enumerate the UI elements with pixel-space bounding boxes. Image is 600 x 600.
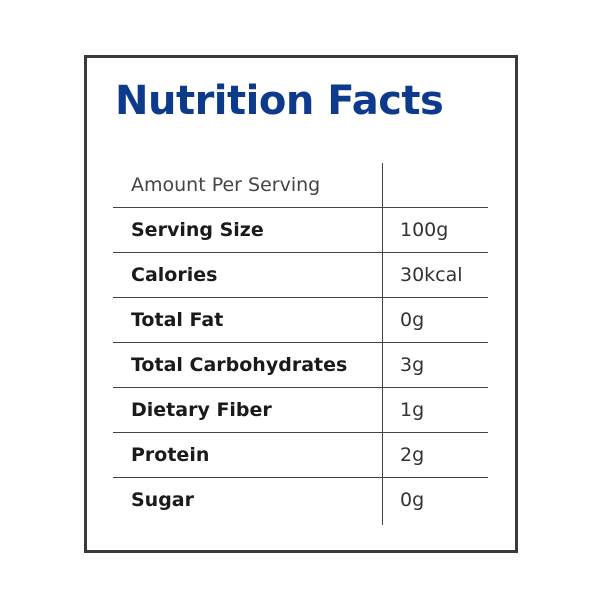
column-divider <box>382 163 383 525</box>
nutrient-name: Dietary Fiber <box>131 399 272 421</box>
header-cell: Amount Per Serving <box>131 174 321 196</box>
nutrient-name: Total Carbohydrates <box>131 354 348 376</box>
nutrient-value: 0g <box>400 309 425 331</box>
nutrient-name: Serving Size <box>131 219 264 241</box>
nutrient-value: 30kcal <box>400 264 463 286</box>
nutrient-value: 100g <box>400 219 449 241</box>
nutrient-name: Sugar <box>131 489 195 511</box>
table-row: Dietary Fiber 1g <box>113 387 488 432</box>
nutrient-value: 2g <box>400 444 425 466</box>
table-row: Protein 2g <box>113 432 488 477</box>
table-row: Total Fat 0g <box>113 297 488 342</box>
nutrient-name: Calories <box>131 264 218 286</box>
nutrient-name: Total Fat <box>131 309 224 331</box>
header-row: Amount Per Serving <box>113 163 488 207</box>
table-row: Sugar 0g <box>113 477 488 522</box>
table-row: Calories 30kcal <box>113 252 488 297</box>
nutrient-value: 0g <box>400 489 425 511</box>
table-row: Total Carbohydrates 3g <box>113 342 488 387</box>
nutrient-value: 3g <box>400 354 425 376</box>
nutrient-value: 1g <box>400 399 425 421</box>
nutrition-table: Amount Per Serving Serving Size 100g Calor… <box>113 163 488 522</box>
nutrient-name: Protein <box>131 444 210 466</box>
table-row: Serving Size 100g <box>113 207 488 252</box>
label-frame <box>84 55 518 553</box>
title: Nutrition Facts <box>115 78 444 124</box>
